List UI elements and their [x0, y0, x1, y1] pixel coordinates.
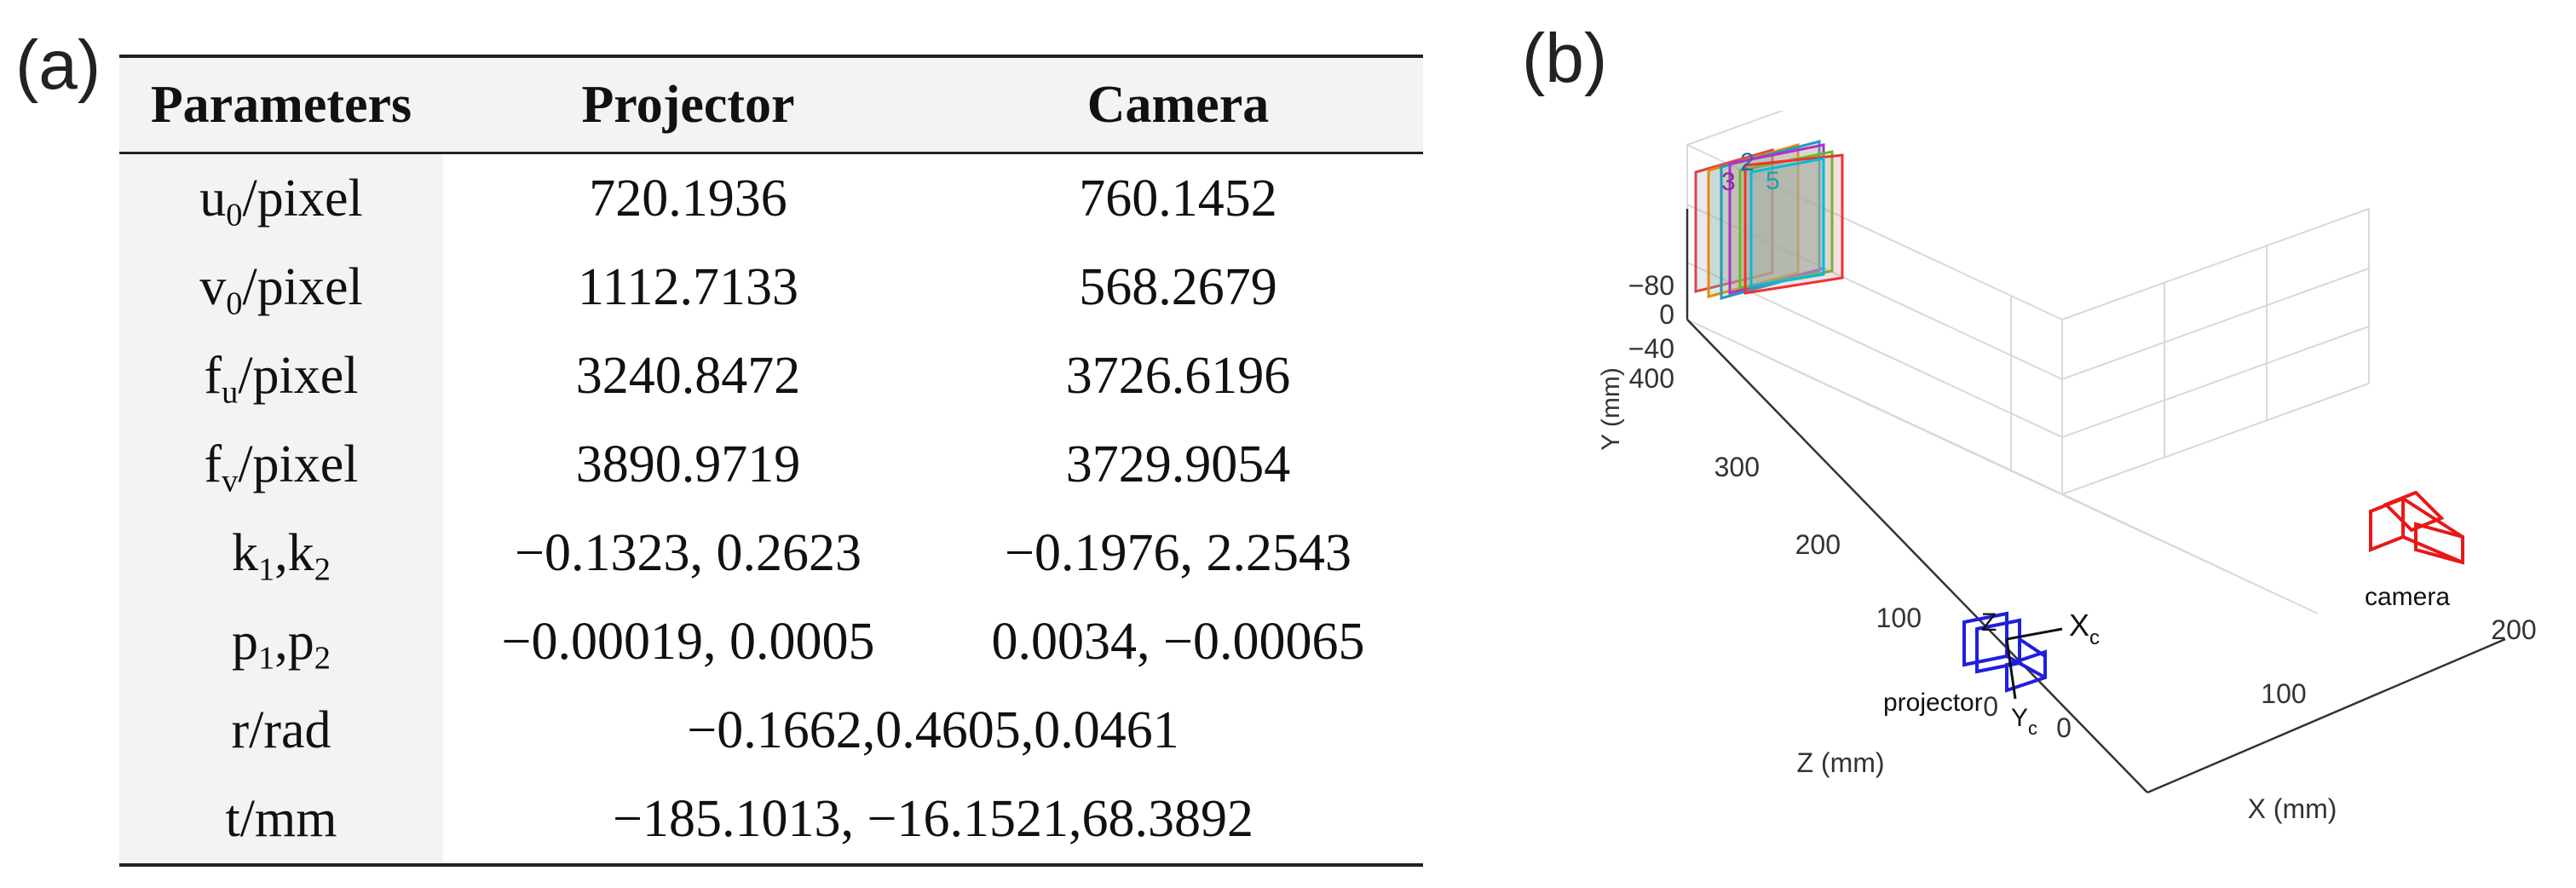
x-tick-label: 100 — [2261, 678, 2306, 709]
camera-value: 0.0034, −0.00065 — [991, 612, 1365, 671]
yc-axis-label: Yc — [2011, 704, 2037, 739]
projector-value: 3240.8472 — [575, 346, 801, 405]
param-name: fv/pixel — [119, 420, 443, 509]
board-tag: 2 — [1740, 148, 1755, 176]
camera-value: 760.1452 — [1079, 169, 1277, 228]
x-tick-label: 0 — [2056, 712, 2072, 743]
projector-value: 3890.9719 — [575, 435, 801, 493]
axis-lines — [1686, 209, 2506, 794]
z-tick-label: 300 — [1714, 452, 1760, 482]
camera-value: 3729.9054 — [1065, 435, 1291, 493]
projector-label: projector — [1883, 689, 1983, 717]
param-name: k1,k2 — [119, 509, 443, 597]
param-name: u0/pixel — [119, 153, 443, 243]
z-axis-ticks: 400 300 200 100 0 — [1629, 363, 1998, 722]
header-camera: Camera — [933, 55, 1423, 154]
table-row: fv/pixel 3890.9719 3729.9054 — [119, 420, 1423, 509]
table-row: fu/pixel 3240.8472 3726.6196 — [119, 332, 1423, 420]
header-parameters: Parameters — [119, 55, 443, 154]
z-tick-label: 200 — [1795, 529, 1841, 560]
camera-value: −0.1976, 2.2543 — [1005, 523, 1351, 582]
projector-value: −0.00019, 0.0005 — [501, 612, 875, 671]
board-tag: 5 — [1766, 167, 1780, 195]
projector-value: −0.1323, 0.2623 — [515, 523, 862, 582]
calibration-boards — [1694, 140, 1844, 300]
z-axis-marker: Z — [1981, 608, 1997, 637]
param-name: v0/pixel — [119, 243, 443, 332]
table-row: r/rad −0.1662,0.4605,0.0461 — [119, 686, 1423, 775]
param-name: r/rad — [119, 686, 443, 775]
header-projector: Projector — [443, 55, 933, 154]
param-name: t/mm — [119, 775, 443, 867]
camera-label: camera — [2365, 583, 2450, 611]
camera-value: 3726.6196 — [1065, 346, 1291, 405]
y-axis-ticks: −80 −40 0 — [1628, 270, 1674, 364]
param-name: fu/pixel — [119, 332, 443, 420]
y-tick-label: −40 — [1628, 333, 1674, 364]
z-tick-label: 400 — [1629, 363, 1674, 394]
x-tick-label: 200 — [2491, 614, 2536, 645]
table-row: t/mm −185.1013, −16.1521,68.3892 — [119, 775, 1423, 867]
projector-axes — [2005, 627, 2063, 700]
table-row: p1,p2 −0.00019, 0.0005 0.0034, −0.00065 — [119, 597, 1423, 686]
projector-model — [1962, 611, 2047, 693]
z-tick-label: 100 — [1876, 603, 1922, 633]
table-row: v0/pixel 1112.7133 568.2679 — [119, 243, 1423, 332]
x-axis-label: X (mm) — [2248, 793, 2337, 824]
y-tick-label: 0 — [1659, 299, 1674, 330]
camera-model — [2369, 490, 2464, 565]
camera-value: 568.2679 — [1079, 257, 1277, 316]
y-tick-label: −80 — [1628, 270, 1674, 301]
shared-value: −185.1013, −16.1521,68.3892 — [443, 775, 1423, 867]
z-axis-label: Z (mm) — [1796, 747, 1884, 778]
panel-b-label: (b) — [1522, 20, 1608, 97]
z-tick-label: 0 — [1983, 691, 1998, 722]
x-axis-ticks: 0 100 200 — [2056, 614, 2537, 743]
calibration-parameters-table: Parameters Projector Camera u0/pixel 720… — [119, 55, 1423, 867]
shared-value: −0.1662,0.4605,0.0461 — [687, 701, 1179, 759]
table-row: k1,k2 −0.1323, 0.2623 −0.1976, 2.2543 — [119, 509, 1423, 597]
calibration-3d-plot: 3 2 5 −80 −40 0 Y (mm) 400 300 200 100 0… — [1597, 111, 2537, 824]
table-row: u0/pixel 720.1936 760.1452 — [119, 153, 1423, 243]
y-axis-label: Y (mm) — [1597, 367, 1625, 451]
projector-value: 1112.7133 — [578, 257, 798, 316]
board-tag: 3 — [1721, 168, 1736, 196]
xc-axis-label: Xc — [2069, 608, 2100, 649]
param-name: p1,p2 — [119, 597, 443, 686]
projector-value: 720.1936 — [589, 169, 787, 228]
panel-a-label: (a) — [15, 26, 101, 104]
